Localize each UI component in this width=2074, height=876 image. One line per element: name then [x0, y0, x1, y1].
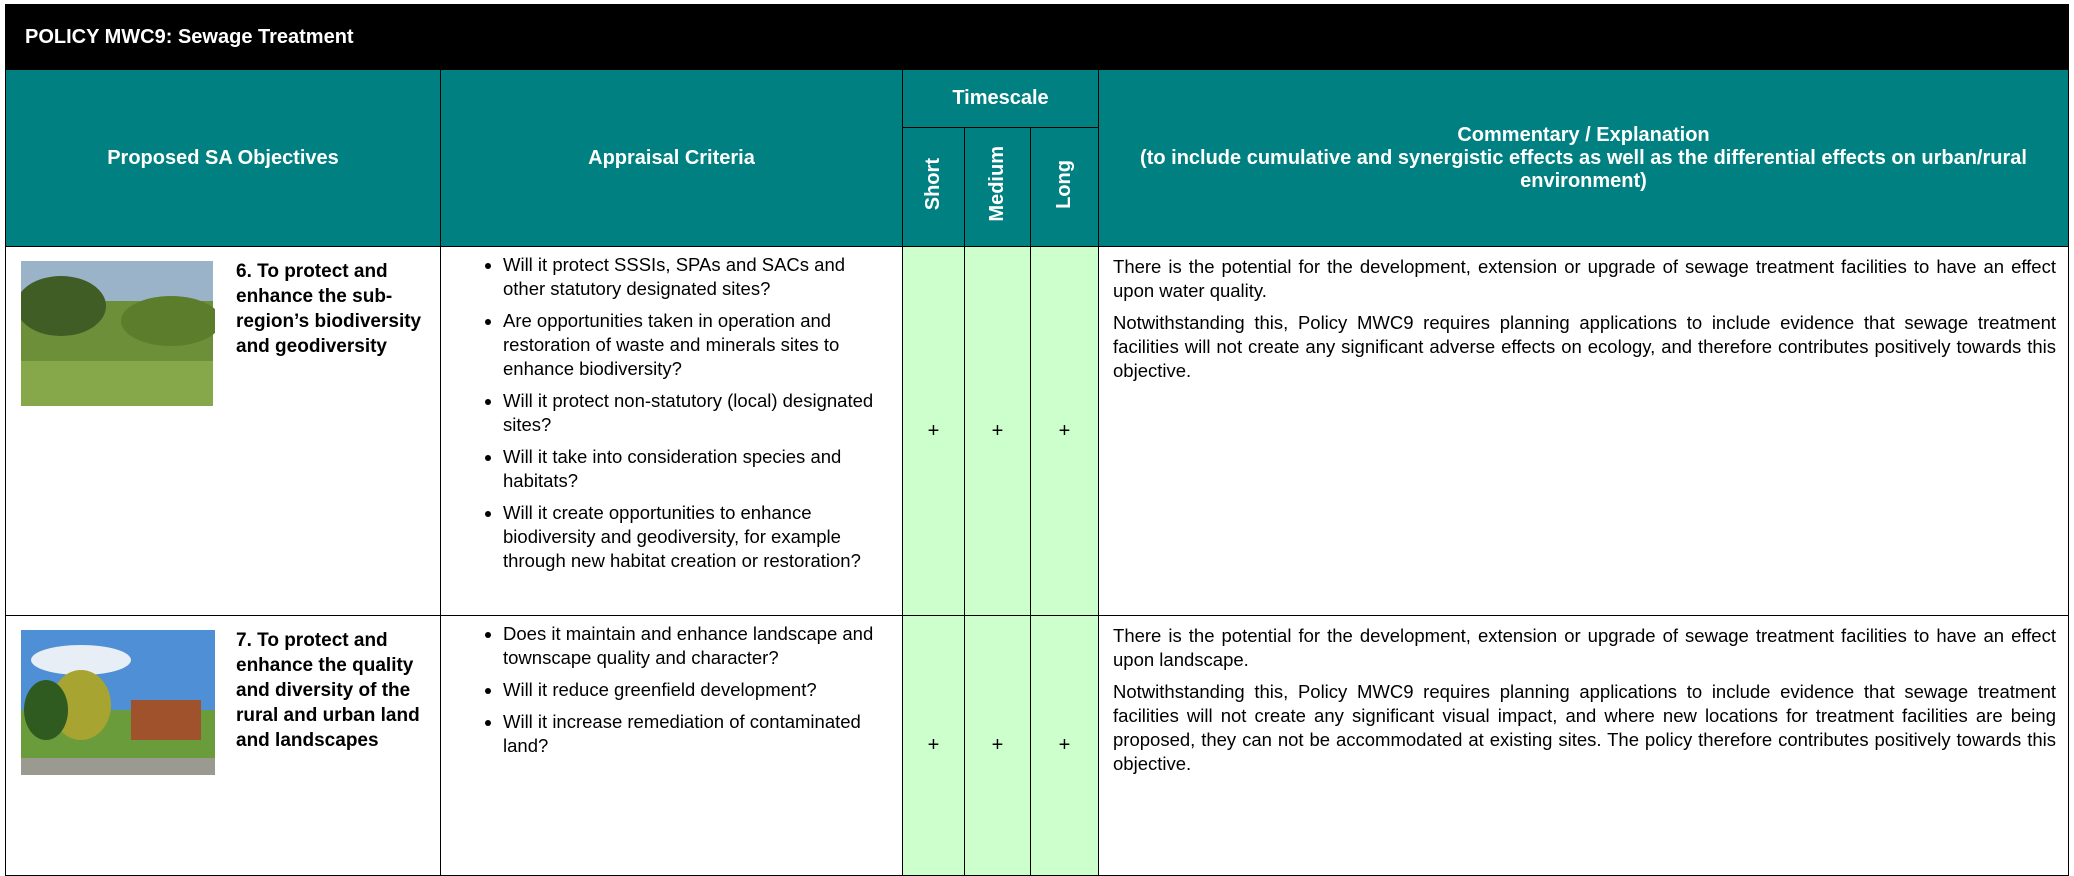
- commentary-cell: There is the potential for the developme…: [1098, 246, 2069, 616]
- header-short: Short: [922, 157, 944, 211]
- objective-photo: [21, 261, 215, 406]
- commentary-title: Commentary / Explanation: [1457, 123, 1710, 146]
- criteria-cell: Does it maintain and enhance landscape a…: [440, 615, 903, 876]
- medium-score: +: [964, 246, 1031, 616]
- criterion: Will it take into consideration species …: [503, 445, 892, 493]
- criterion: Will it create opportunities to enhance …: [503, 501, 892, 573]
- objective-cell: 7. To protect and enhance the quality an…: [5, 615, 441, 876]
- commentary: There is the potential for the developme…: [1113, 256, 2056, 301]
- criterion: Does it maintain and enhance landscape a…: [503, 622, 892, 670]
- commentary-cell: There is the potential for the developme…: [1098, 615, 2069, 876]
- header-long: Long: [1053, 159, 1075, 209]
- objective-cell: 6. To protect and enhance the sub-region…: [5, 246, 441, 616]
- policy-table: POLICY MWC9: Sewage Treatment Proposed S…: [5, 4, 2069, 876]
- row: 6. To protect and enhance the sub-region…: [5, 246, 2069, 616]
- short-score: +: [902, 246, 965, 616]
- commentary: There is the potential for the developme…: [1113, 625, 2056, 670]
- short-score: +: [902, 615, 965, 876]
- criteria-cell: Will it protect SSSIs, SPAs and SACs and…: [440, 246, 903, 616]
- long-score: +: [1029, 246, 1100, 616]
- criterion: Are opportunities taken in operation and…: [503, 309, 892, 381]
- row: 7. To protect and enhance the quality an…: [5, 615, 2069, 876]
- objective-photo: [21, 630, 215, 775]
- table-body: 6. To protect and enhance the sub-region…: [5, 246, 2069, 876]
- page: POLICY MWC9: Sewage Treatment Proposed S…: [0, 0, 2074, 808]
- commentary-subtitle: (to include cumulative and synergistic e…: [1140, 146, 2027, 192]
- commentary: Notwithstanding this, Policy MWC9 requir…: [1113, 681, 2056, 774]
- header-medium: Medium: [986, 146, 1008, 222]
- criterion: Will it protect non-statutory (local) de…: [503, 389, 892, 437]
- criterion: Will it reduce greenfield development?: [503, 678, 892, 702]
- appraisal-table: Proposed SA Objectives Appraisal Criteri…: [5, 69, 2069, 876]
- objective: 6. To protect and enhance the sub-region…: [236, 261, 422, 357]
- header-criteria: Appraisal Criteria: [440, 69, 903, 247]
- title: POLICY MWC9: Sewage Treatment: [5, 4, 2069, 69]
- criterion: Will it protect SSSIs, SPAs and SACs and…: [503, 253, 892, 301]
- objective: 7. To protect and enhance the quality an…: [236, 630, 420, 751]
- medium-score: +: [964, 615, 1031, 876]
- header-objectives: Proposed SA Objectives: [5, 69, 441, 247]
- long-score: +: [1029, 615, 1100, 876]
- commentary: Notwithstanding this, Policy MWC9 requir…: [1113, 312, 2056, 381]
- criterion: Will it increase remediation of contamin…: [503, 710, 892, 758]
- header-commentary: Commentary / Explanation (to include cum…: [1098, 69, 2069, 247]
- header-timescale: Timescale: [901, 69, 1100, 128]
